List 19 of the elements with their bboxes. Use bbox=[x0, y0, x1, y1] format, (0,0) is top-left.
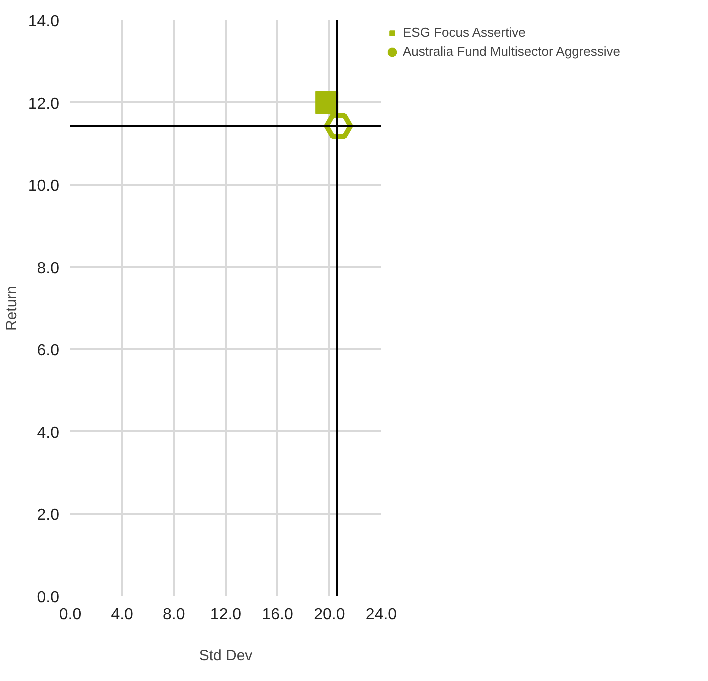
x-axis-title: Std Dev bbox=[199, 648, 254, 664]
y-axis-title: Return bbox=[3, 286, 20, 332]
x-tick-label: 16.0 bbox=[262, 606, 294, 624]
x-tick-label: 4.0 bbox=[111, 606, 134, 624]
y-tick-label: 12.0 bbox=[28, 96, 60, 113]
y-tick-label: 14.0 bbox=[28, 14, 60, 30]
x-tick-label: 0.0 bbox=[59, 606, 82, 624]
x-tick-label: 24.0 bbox=[366, 606, 398, 624]
y-tick-label: 10.0 bbox=[28, 178, 60, 196]
y-tick-label: 0.0 bbox=[37, 590, 60, 606]
x-tick-label: 20.0 bbox=[314, 606, 346, 624]
y-tick-label: 2.0 bbox=[37, 507, 60, 524]
x-tick-label: 8.0 bbox=[163, 606, 186, 624]
legend-label: Australia Fund Multisector Aggressive bbox=[403, 44, 622, 59]
y-tick-label: 6.0 bbox=[37, 342, 60, 360]
y-tick-label: 8.0 bbox=[37, 260, 60, 278]
x-tick-label: 12.0 bbox=[210, 606, 242, 624]
legend-label: ESG Focus Assertive bbox=[403, 25, 527, 40]
y-tick-label: 4.0 bbox=[37, 424, 60, 442]
